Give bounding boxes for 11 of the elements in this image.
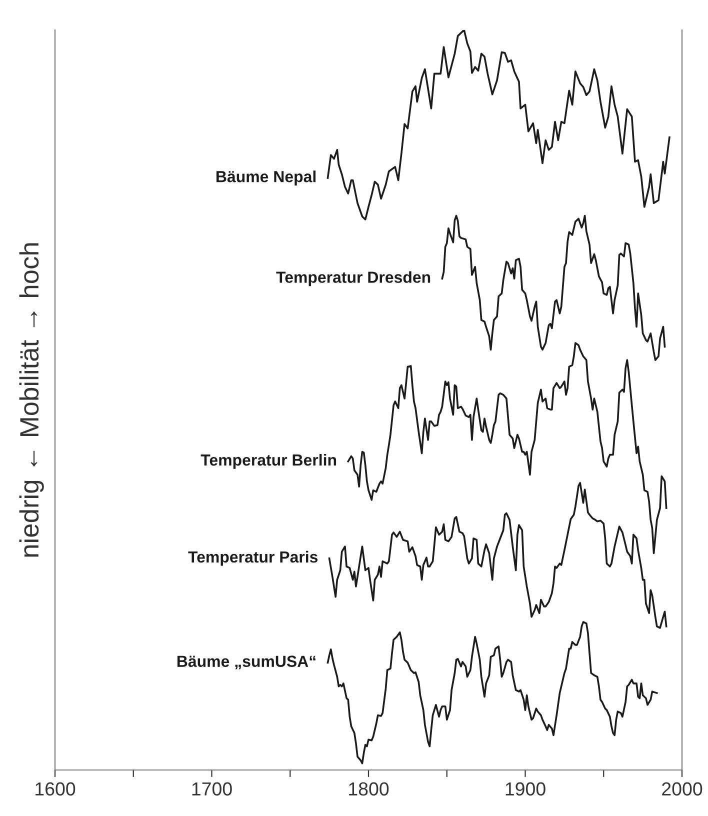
x-tick-label: 1900	[506, 782, 546, 796]
series-label: Temperatur Dresden	[276, 271, 430, 286]
series-label: Bäume Nepal	[216, 170, 316, 186]
series-label: Temperatur Paris	[188, 550, 318, 566]
series-label: Temperatur Berlin	[200, 454, 336, 469]
x-tick-label: 1600	[36, 782, 76, 796]
y-axis-title: niedrig ← Mobilität → hoch	[19, 243, 44, 557]
series-label: Bäume „sumUSA“	[177, 656, 316, 670]
x-tick-label: 1800	[349, 782, 389, 796]
x-tick-label: 1700	[192, 782, 232, 796]
x-tick-label: 2000	[662, 782, 702, 796]
